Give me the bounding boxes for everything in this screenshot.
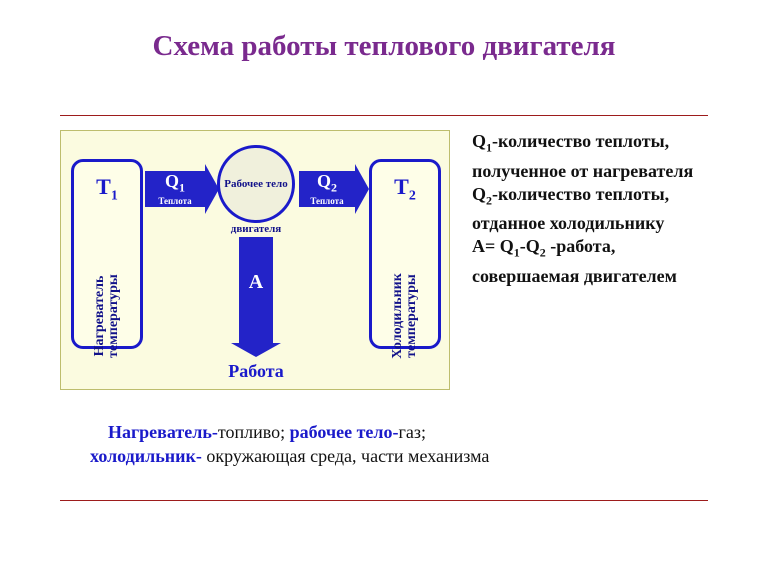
- q1-symbol: Q1: [145, 171, 205, 196]
- cooler-vtext: Холодильниктемпературы: [391, 273, 419, 359]
- heater-vtext: Нагревательтемпературы: [93, 274, 121, 358]
- q1-label: Теплота: [145, 196, 205, 206]
- working-body-circle: Рабочее тело: [217, 145, 295, 223]
- q2-symbol: Q2: [299, 171, 355, 196]
- page: { "colors":{"title":"#7a2a8e","accent":"…: [0, 0, 768, 576]
- heater-box: T1 Нагревательтемпературы: [71, 159, 143, 349]
- page-title: Схема работы теплового двигателя: [0, 30, 768, 63]
- cooler-symbol: T2: [372, 174, 438, 204]
- divider-bottom: [60, 500, 708, 501]
- work-arrow: A: [239, 237, 273, 343]
- legend: Q1-количество теплоты, полученное от наг…: [472, 130, 712, 288]
- cooler-box: T2 Холодильниктемпературы: [369, 159, 441, 349]
- work-symbol: A: [239, 237, 273, 294]
- heater-symbol: T1: [74, 174, 140, 204]
- working-body-sub: двигателя: [217, 223, 295, 235]
- q2-label: Теплота: [299, 196, 355, 206]
- divider-top: [60, 115, 708, 116]
- q1-arrow: Q1 Теплота: [145, 171, 205, 207]
- engine-diagram: T1 Нагревательтемпературы T2 Холодильник…: [60, 130, 450, 390]
- q2-arrow: Q2 Теплота: [299, 171, 355, 207]
- work-label: Работа: [211, 361, 301, 382]
- footnote: Нагреватель-топливо; рабочее тело-газ; х…: [90, 420, 710, 468]
